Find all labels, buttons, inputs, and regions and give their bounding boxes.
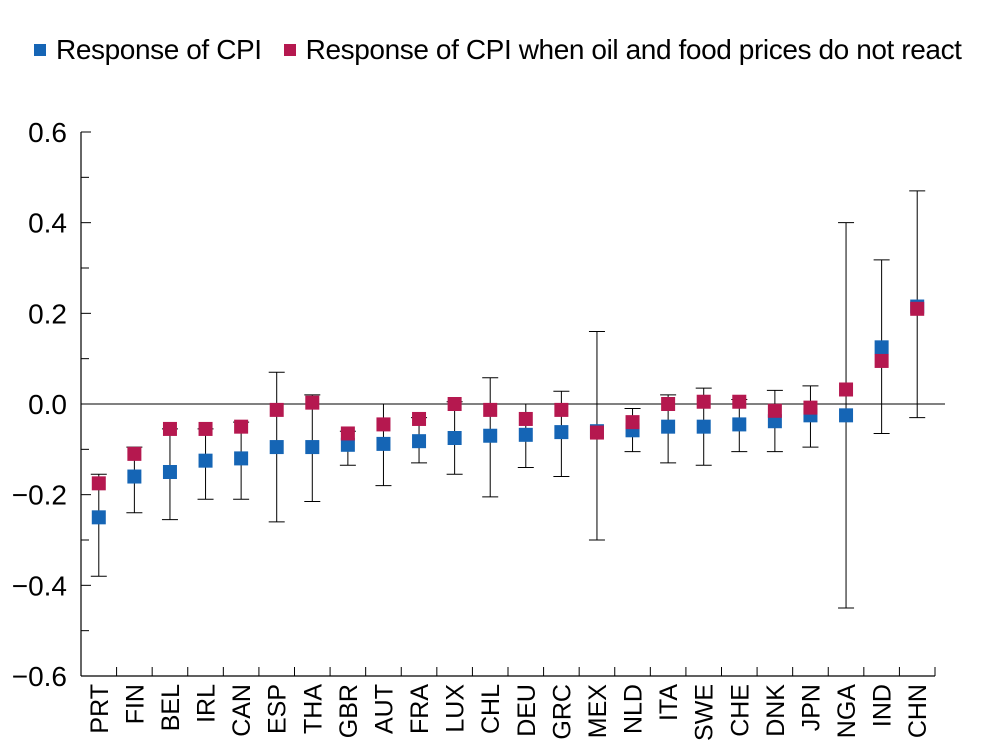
y-tick-label: 0.0 (28, 389, 67, 420)
point-response-of-cpi (483, 428, 498, 443)
x-category-label: CHL (477, 684, 505, 734)
point-response-no-oil-food (874, 353, 889, 368)
legend-item-cpi-no-oil-food: Response of CPI when oil and food prices… (283, 34, 962, 66)
point-response-no-oil-food (732, 394, 747, 409)
x-category-label: THA (299, 684, 327, 734)
point-response-no-oil-food (162, 421, 177, 436)
x-category-label: CAN (228, 684, 256, 737)
y-tick-label: −0.6 (12, 661, 67, 692)
point-response-of-cpi (874, 340, 889, 355)
point-response-no-oil-food (518, 411, 533, 426)
point-response-no-oil-food (91, 476, 106, 491)
x-category-label: IND (869, 684, 897, 727)
point-response-no-oil-food (305, 395, 320, 410)
point-response-no-oil-food (910, 301, 925, 316)
x-category-label: NGA (833, 684, 861, 739)
point-response-no-oil-food (589, 425, 604, 440)
point-response-of-cpi (696, 419, 711, 434)
y-tick-label: −0.2 (12, 480, 67, 511)
x-category-label: ESP (264, 684, 292, 734)
x-category-label: PRT (86, 684, 114, 734)
x-category-label: FRA (406, 684, 434, 734)
x-category-label: FIN (121, 684, 149, 724)
point-response-of-cpi (234, 451, 249, 466)
y-tick-label: 0.2 (28, 298, 67, 329)
point-response-no-oil-food (661, 397, 676, 411)
legend: Response of CPI Response of CPI when oil… (34, 30, 984, 70)
point-response-no-oil-food (447, 397, 462, 411)
x-category-label: AUT (370, 684, 398, 734)
point-response-no-oil-food (269, 402, 284, 417)
point-response-of-cpi (412, 434, 427, 449)
y-tick-label: 0.4 (28, 208, 67, 239)
point-response-of-cpi (269, 440, 284, 455)
point-response-of-cpi (340, 437, 355, 452)
point-response-of-cpi (732, 417, 747, 432)
x-category-label: BEL (157, 684, 185, 731)
point-response-of-cpi (198, 453, 213, 468)
point-response-no-oil-food (625, 415, 640, 430)
point-response-of-cpi (554, 425, 569, 440)
x-category-label: ITA (655, 684, 683, 721)
point-response-no-oil-food (234, 419, 249, 434)
point-response-of-cpi (518, 427, 533, 442)
x-category-label: CHE (726, 684, 754, 737)
legend-label-cpi: Response of CPI (56, 34, 262, 65)
point-response-no-oil-food (198, 421, 213, 436)
point-response-no-oil-food (412, 411, 427, 426)
y-tick-label: −0.4 (12, 570, 67, 601)
point-response-no-oil-food (340, 426, 355, 441)
x-category-label: SWE (691, 684, 719, 741)
legend-label-cpi-no-oil-food: Response of CPI when oil and food prices… (305, 34, 962, 65)
point-response-no-oil-food (554, 402, 569, 417)
point-response-of-cpi (376, 436, 391, 451)
x-category-label: CHN (904, 684, 932, 738)
x-category-label: MEX (584, 684, 612, 739)
point-response-no-oil-food (767, 403, 782, 418)
x-category-label: GBR (335, 684, 363, 738)
x-category-label: NLD (620, 684, 648, 734)
point-response-no-oil-food (483, 402, 498, 417)
x-category-label: DNK (762, 684, 790, 737)
point-response-of-cpi (162, 465, 177, 479)
x-category-label: JPN (797, 684, 825, 731)
legend-swatch-cpi-no-oil-food (283, 44, 296, 56)
point-response-of-cpi (305, 440, 320, 455)
point-response-of-cpi (661, 419, 676, 434)
point-response-of-cpi (447, 431, 462, 445)
point-response-no-oil-food (839, 382, 854, 397)
legend-item-cpi: Response of CPI (34, 34, 262, 66)
x-category-label: IRL (193, 684, 221, 723)
point-response-no-oil-food (803, 400, 818, 415)
legend-swatch-cpi (34, 44, 46, 56)
x-category-label: LUX (442, 684, 470, 733)
x-category-label: DEU (513, 684, 541, 737)
point-response-no-oil-food (127, 446, 142, 461)
point-response-no-oil-food (376, 417, 391, 432)
point-response-of-cpi (91, 510, 106, 525)
point-response-of-cpi (839, 408, 854, 423)
point-response-of-cpi (127, 469, 142, 484)
point-response-no-oil-food (696, 394, 711, 409)
y-tick-label: 0.6 (28, 117, 67, 148)
x-category-label: GRC (548, 684, 576, 740)
